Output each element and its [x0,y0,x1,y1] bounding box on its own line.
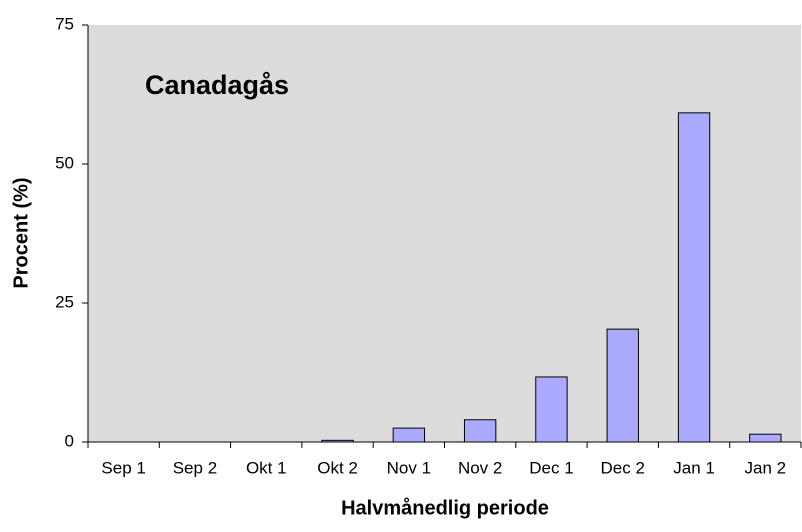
x-tick-label: Sep 2 [173,458,217,477]
x-tick-label: Dec 1 [529,458,573,477]
x-tick-label: Sep 1 [101,458,145,477]
y-tick-label: 25 [55,292,74,311]
x-tick-label: Okt 1 [246,458,287,477]
y-tick-label: 50 [55,153,74,172]
bar [535,376,568,443]
bar [321,439,354,443]
x-tick-label: Okt 2 [317,458,358,477]
y-tick-label: 75 [55,14,74,33]
bar [677,112,711,443]
chart-title: Canadagås [145,70,289,100]
x-tick-label: Jan 1 [673,458,715,477]
x-axis-label: Halvmånedlig periode [341,496,549,519]
x-tick-label: Nov 2 [458,458,502,477]
y-axis-label: Procent (%) [10,177,32,288]
y-tick-label: 0 [65,431,74,450]
bar [749,433,782,443]
bar [606,328,639,443]
x-tick-label: Jan 2 [745,458,787,477]
x-tick-label: Dec 2 [601,458,645,477]
bar [392,427,426,443]
bar [463,419,497,443]
x-tick-label: Nov 1 [387,458,431,477]
